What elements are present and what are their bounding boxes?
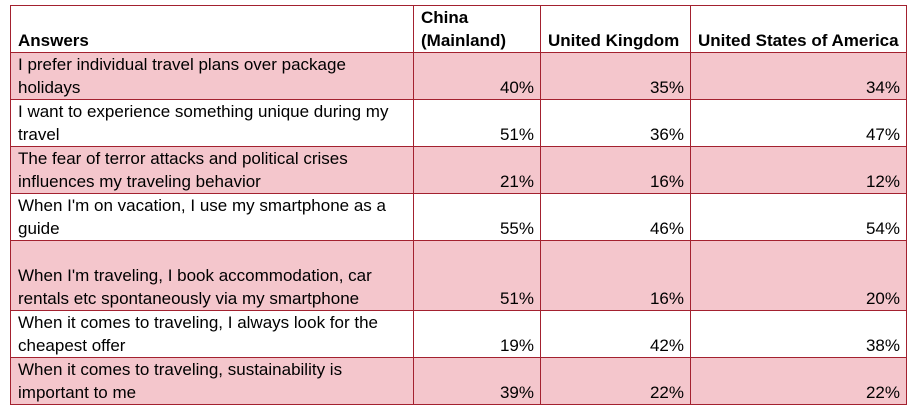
value-cell: 46%: [540, 193, 691, 241]
value-cell: 16%: [540, 146, 691, 194]
answer-cell: When it comes to traveling, I always loo…: [10, 310, 414, 358]
value-cell: 36%: [540, 99, 691, 147]
table-row: I prefer individual travel plans over pa…: [10, 52, 907, 100]
value-cell: 40%: [413, 52, 541, 100]
value-cell: 55%: [413, 193, 541, 241]
value-cell: 19%: [413, 310, 541, 358]
table-row: When I'm on vacation, I use my smartphon…: [10, 193, 907, 241]
answer-cell: When it comes to traveling, sustainabili…: [10, 357, 414, 405]
header-cell: China (Mainland): [413, 5, 541, 53]
value-cell: 39%: [413, 357, 541, 405]
table-row: The fear of terror attacks and political…: [10, 146, 907, 194]
answer-cell: I prefer individual travel plans over pa…: [10, 52, 414, 100]
value-cell: 51%: [413, 99, 541, 147]
value-cell: 22%: [690, 357, 907, 405]
value-cell: 34%: [690, 52, 907, 100]
answer-cell: When I'm on vacation, I use my smartphon…: [10, 193, 414, 241]
value-cell: 35%: [540, 52, 691, 100]
survey-table: Answers China (Mainland) United Kingdom Uni…: [10, 5, 907, 405]
value-cell: 42%: [540, 310, 691, 358]
value-cell: 22%: [540, 357, 691, 405]
header-cell: Answers: [10, 5, 414, 53]
value-cell: 12%: [690, 146, 907, 194]
table-row: When it comes to traveling, sustainabili…: [10, 357, 907, 405]
value-cell: 20%: [690, 240, 907, 311]
value-cell: 16%: [540, 240, 691, 311]
value-cell: 47%: [690, 99, 907, 147]
table-row: When it comes to traveling, I always loo…: [10, 310, 907, 358]
value-cell: 21%: [413, 146, 541, 194]
table-row: When I'm traveling, I book accommodation…: [10, 240, 907, 311]
value-cell: 54%: [690, 193, 907, 241]
table-row: I want to experience something unique du…: [10, 99, 907, 147]
value-cell: 51%: [413, 240, 541, 311]
table-body: I prefer individual travel plans over pa…: [10, 52, 907, 405]
header-cell: United States of America: [690, 5, 907, 53]
answer-cell: I want to experience something unique du…: [10, 99, 414, 147]
header-cell: United Kingdom: [540, 5, 691, 53]
header-row: Answers China (Mainland) United Kingdom Uni…: [10, 5, 907, 53]
value-cell: 38%: [690, 310, 907, 358]
answer-cell: The fear of terror attacks and political…: [10, 146, 414, 194]
answer-cell: When I'm traveling, I book accommodation…: [10, 240, 414, 311]
